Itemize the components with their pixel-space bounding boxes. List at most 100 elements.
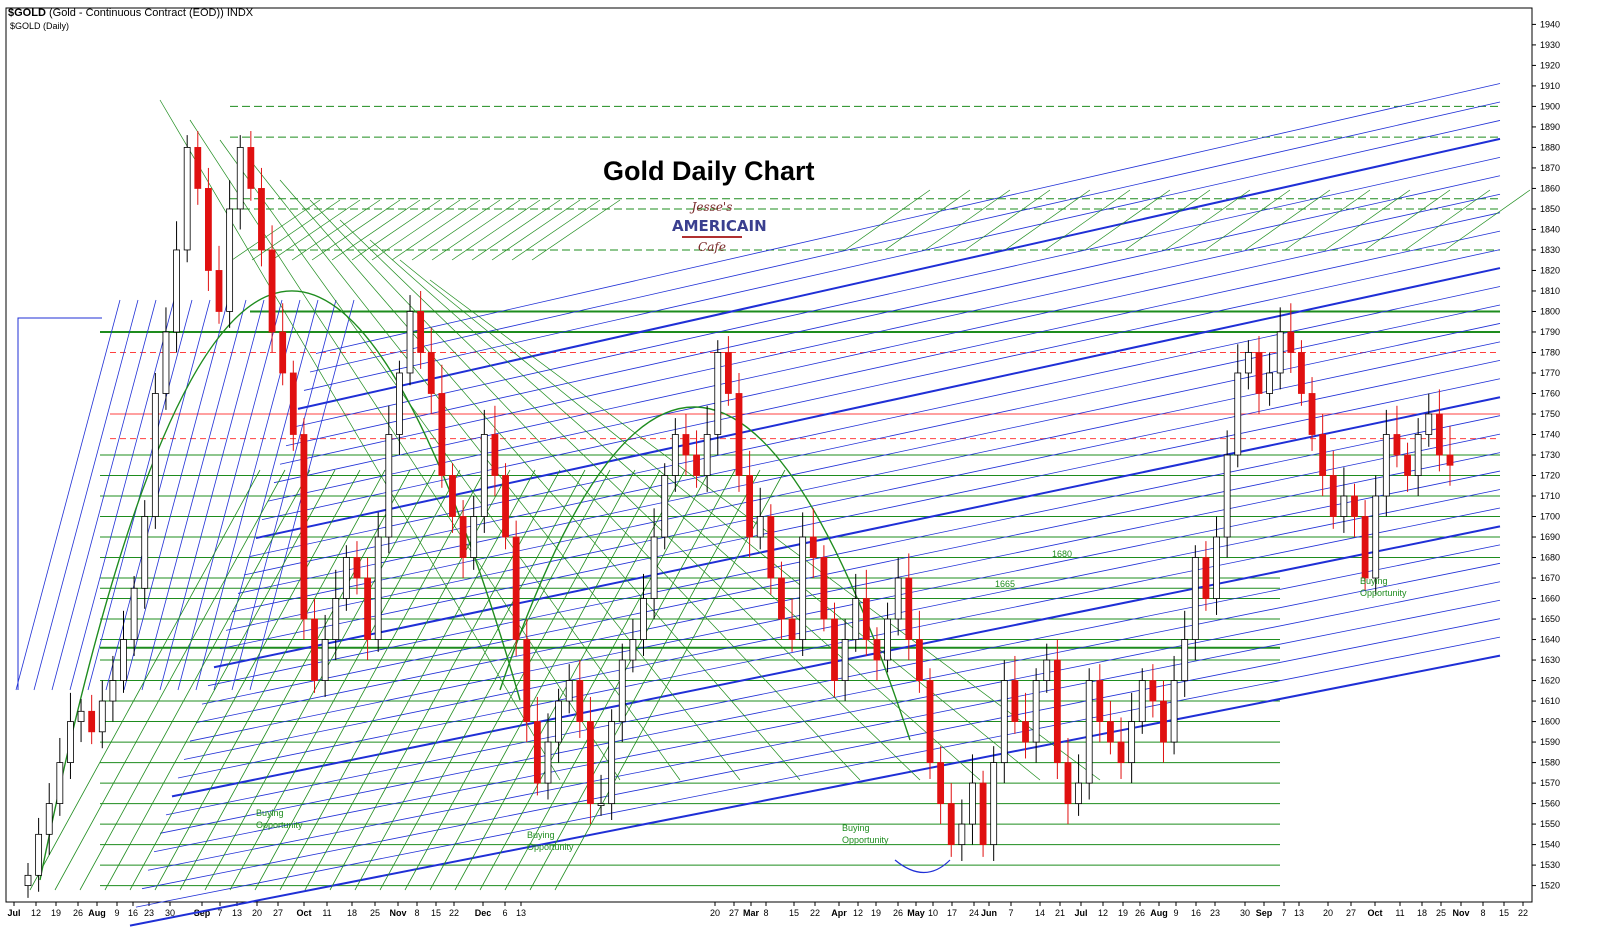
x-tick-label: 15 <box>431 908 441 918</box>
green-diagonal-line <box>54 469 286 891</box>
x-tick-label: May <box>907 908 925 918</box>
candle-body <box>1446 454 1454 466</box>
x-tick-label: Jun <box>981 908 997 918</box>
candle-body <box>756 516 764 538</box>
y-tick-label: 1810 <box>1540 286 1560 296</box>
y-tick-label: 1730 <box>1540 450 1560 460</box>
candle-body <box>1404 454 1411 476</box>
candle-body <box>1022 721 1029 743</box>
blue-trend-line <box>315 83 1501 354</box>
candle-body <box>45 803 53 835</box>
candle-body <box>608 721 616 804</box>
y-tick-label: 1520 <box>1540 881 1560 891</box>
blue-steep-line <box>15 299 121 691</box>
candle-body <box>1287 331 1295 353</box>
x-tick-label: Jul <box>7 908 20 918</box>
candle-body <box>77 710 85 722</box>
candle-body <box>205 188 212 271</box>
candle-body <box>1160 700 1167 743</box>
green-hatch-line <box>884 189 971 251</box>
green-descending-line <box>429 279 1101 781</box>
chart-header: $GOLD (Gold - Continuous Contract (EOD))… <box>8 7 253 19</box>
symbol-description: (Gold - Continuous Contract (EOD)) INDX <box>48 7 254 19</box>
candle-body <box>735 393 743 476</box>
green-diagonal-line <box>254 469 486 891</box>
green-descending-line <box>279 179 801 781</box>
blue-steep-line <box>123 299 229 691</box>
candle-body <box>1202 557 1210 599</box>
blue-trend-line <box>285 175 1501 447</box>
y-tick-label: 1540 <box>1540 840 1560 850</box>
candle-body <box>1435 413 1443 456</box>
green-hatch-line <box>1004 189 1091 251</box>
x-tick-label: 7 <box>1008 908 1013 918</box>
candle-body <box>778 577 785 620</box>
candle-body <box>661 475 669 538</box>
green-diagonal-line <box>454 469 686 891</box>
y-tick-label: 1870 <box>1540 163 1560 173</box>
candle-body <box>1351 495 1358 517</box>
candle-body <box>459 516 467 558</box>
blue-trend-line <box>195 452 1501 723</box>
blue-trend-line <box>291 156 1501 428</box>
x-tick-label: 16 <box>128 908 138 918</box>
y-tick-label: 1600 <box>1540 717 1560 727</box>
candle-body <box>1138 680 1146 722</box>
blue-trend-line <box>183 489 1501 760</box>
green-hatch-line <box>511 199 601 261</box>
green-hatch-line <box>964 189 1051 251</box>
candle-body <box>151 393 159 517</box>
symbol-label: $GOLD <box>8 7 46 19</box>
green-hatch-line <box>291 199 381 261</box>
candle-body <box>406 311 414 374</box>
candle-body <box>1000 680 1008 763</box>
y-tick-label: 1910 <box>1540 81 1560 91</box>
candle-body <box>332 598 340 640</box>
blue-trend-line <box>153 581 1501 853</box>
x-tick-label: 9 <box>1173 908 1178 918</box>
candle-body <box>597 803 605 806</box>
x-tick-label: 8 <box>414 908 419 918</box>
candle-body <box>523 639 531 722</box>
x-tick-label: 20 <box>252 908 262 918</box>
x-tick-label: 16 <box>1191 908 1201 918</box>
candle-body <box>1276 331 1284 374</box>
x-tick-label: 25 <box>1436 908 1446 918</box>
candle-body <box>1425 413 1433 435</box>
candle-body <box>24 874 32 886</box>
candle-body <box>809 536 817 558</box>
y-tick-label: 1800 <box>1540 306 1560 316</box>
candle-body <box>396 372 403 435</box>
candle-body <box>1414 434 1422 476</box>
green-hatch-line <box>371 199 461 261</box>
blue-trend-line <box>255 267 1501 540</box>
buying-opportunity-label: Opportunity <box>527 842 574 852</box>
blue-trend-line <box>189 470 1501 742</box>
green-hatch-line <box>1324 189 1411 251</box>
candle-body <box>35 833 43 876</box>
y-tick-label: 1750 <box>1540 409 1560 419</box>
candle-body <box>1085 680 1093 784</box>
x-tick-label: 22 <box>810 908 820 918</box>
x-tick-label: 30 <box>165 908 175 918</box>
x-tick-label: Nov <box>1452 908 1469 918</box>
x-tick-label: 13 <box>232 908 242 918</box>
candle-body <box>385 434 393 538</box>
x-tick-label: 10 <box>928 908 938 918</box>
green-hatch-line <box>1444 189 1531 251</box>
logo-divider <box>682 236 742 238</box>
green-diagonal-line <box>179 469 411 891</box>
y-tick-label: 1630 <box>1540 655 1560 665</box>
green-diagonal-line <box>379 469 611 891</box>
x-tick-label: 19 <box>871 908 881 918</box>
candle-body <box>544 741 552 784</box>
blue-trend-line <box>207 415 1501 687</box>
green-diagonal-line <box>554 469 786 891</box>
buying-opportunity-label: Buying <box>842 823 870 833</box>
candle-body <box>1181 639 1189 681</box>
green-hatch-line <box>1164 189 1251 251</box>
logo-line3: Cafe <box>698 240 726 254</box>
y-tick-label: 1590 <box>1540 737 1560 747</box>
candle-body <box>1244 352 1252 374</box>
blue-trend-line <box>225 359 1501 631</box>
